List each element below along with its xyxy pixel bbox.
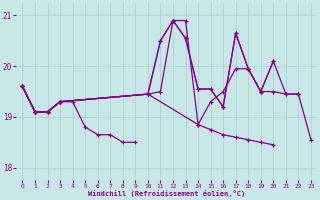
X-axis label: Windchill (Refroidissement éolien,°C): Windchill (Refroidissement éolien,°C): [88, 190, 245, 197]
